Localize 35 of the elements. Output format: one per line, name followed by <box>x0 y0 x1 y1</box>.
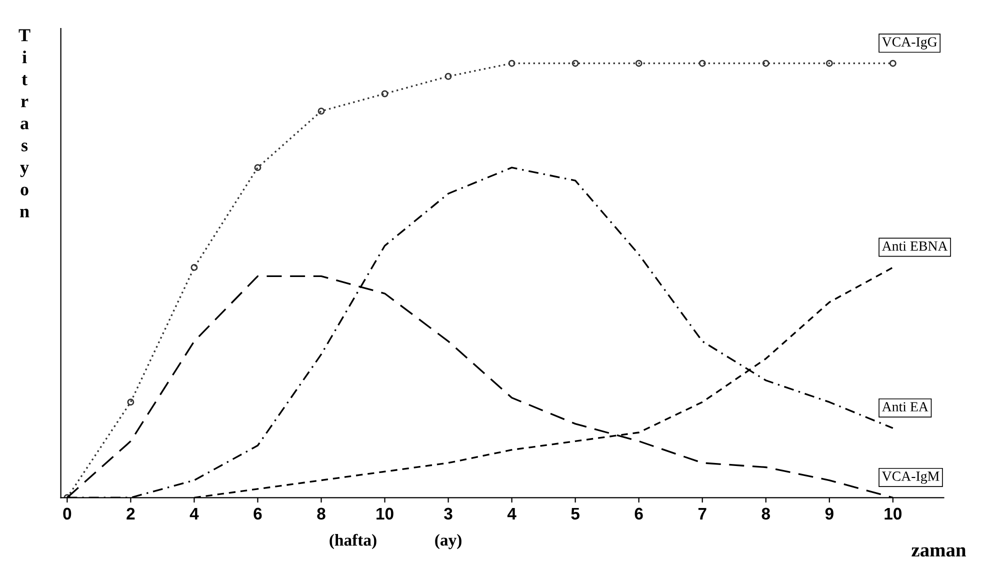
x-tick-label: 10 <box>376 508 394 520</box>
point <box>190 264 198 271</box>
x-tick-label: 10 <box>884 508 902 520</box>
x-axis-title: zaman <box>912 547 966 557</box>
series-label: Anti EBNA <box>882 241 948 251</box>
point <box>508 60 516 67</box>
x-tick-label: 2 <box>126 508 135 520</box>
point <box>826 60 833 67</box>
x-tick-label: 8 <box>762 508 770 520</box>
x-tick-label: 7 <box>698 508 706 520</box>
x-tick-label: 4 <box>190 508 199 520</box>
series-label: VCA-IgG <box>882 37 937 50</box>
x-tick-label: 4 <box>507 508 516 520</box>
text: (hafta) <box>330 534 376 550</box>
point <box>572 60 579 67</box>
x-tick-label: 3 <box>444 508 452 520</box>
series-label: Anti EA <box>882 402 928 412</box>
series-label: VCA-IgM <box>882 472 940 484</box>
x-tick-label: 9 <box>825 508 834 520</box>
x-tick-label: 6 <box>634 508 643 520</box>
text: Titrasyon <box>18 29 30 218</box>
point <box>127 398 134 406</box>
point <box>698 60 706 67</box>
x-tick-label: 6 <box>254 508 262 520</box>
point <box>635 60 642 67</box>
x-tick-label: 8 <box>317 508 326 520</box>
point <box>444 72 452 80</box>
point <box>762 60 770 67</box>
x-tick-label: 0 <box>63 508 72 520</box>
point <box>254 164 262 172</box>
x-tick-label: 5 <box>571 508 580 520</box>
point <box>318 108 325 115</box>
text: (ay) <box>435 534 462 550</box>
point <box>889 60 896 67</box>
point <box>381 90 388 98</box>
